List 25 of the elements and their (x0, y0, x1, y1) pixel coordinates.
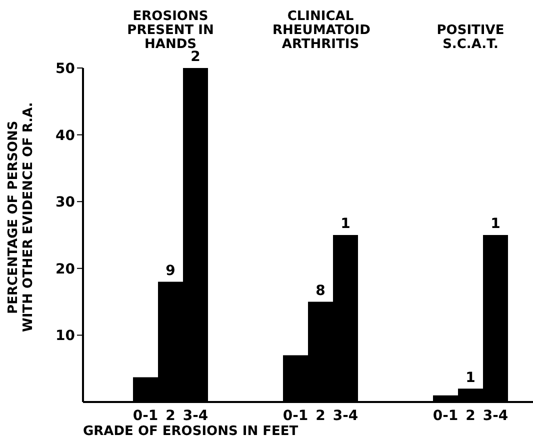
x-axis-title: GRADE OF EROSIONS IN FEET (83, 424, 298, 439)
y-tick-label: 10 (56, 328, 76, 344)
x-tick-label: 3-4 (182, 408, 208, 424)
text: POSITIVE S.C.A.T. (436, 23, 506, 52)
x-tick-label: 2 (316, 408, 326, 424)
annotation: 8 (314, 282, 326, 299)
x-tick-label: 2 (166, 408, 176, 424)
text: 2 (190, 49, 202, 65)
y-tick-label: 50 (56, 60, 76, 77)
x-tick-label: 0-1 (282, 408, 308, 424)
annotation: 1 (340, 216, 352, 232)
x-tick-label: 2 (466, 408, 476, 424)
annotation: 1 (464, 370, 476, 386)
y-tick-label: 30 (56, 194, 76, 211)
x-tick-label: 0-1 (132, 408, 158, 424)
x-tick-label: 0-1 (432, 408, 458, 424)
annotation: 1 (490, 216, 502, 232)
text: CLINICAL RHEUMATOID ARTHRITIS (272, 9, 370, 52)
y-tick-label: 40 (56, 128, 76, 144)
annotation: 9 (164, 262, 176, 279)
text: EROSIONS PRESENT IN HANDS (126, 9, 215, 52)
y-axis-title: PERCENTAGE OF PERSONS WITH OTHER EVIDENCE OF R.A. (6, 102, 36, 334)
x-tick-label: 3-4 (332, 408, 358, 424)
y-tick-label: 20 (56, 261, 76, 278)
x-tick-label: 3-4 (482, 408, 508, 424)
